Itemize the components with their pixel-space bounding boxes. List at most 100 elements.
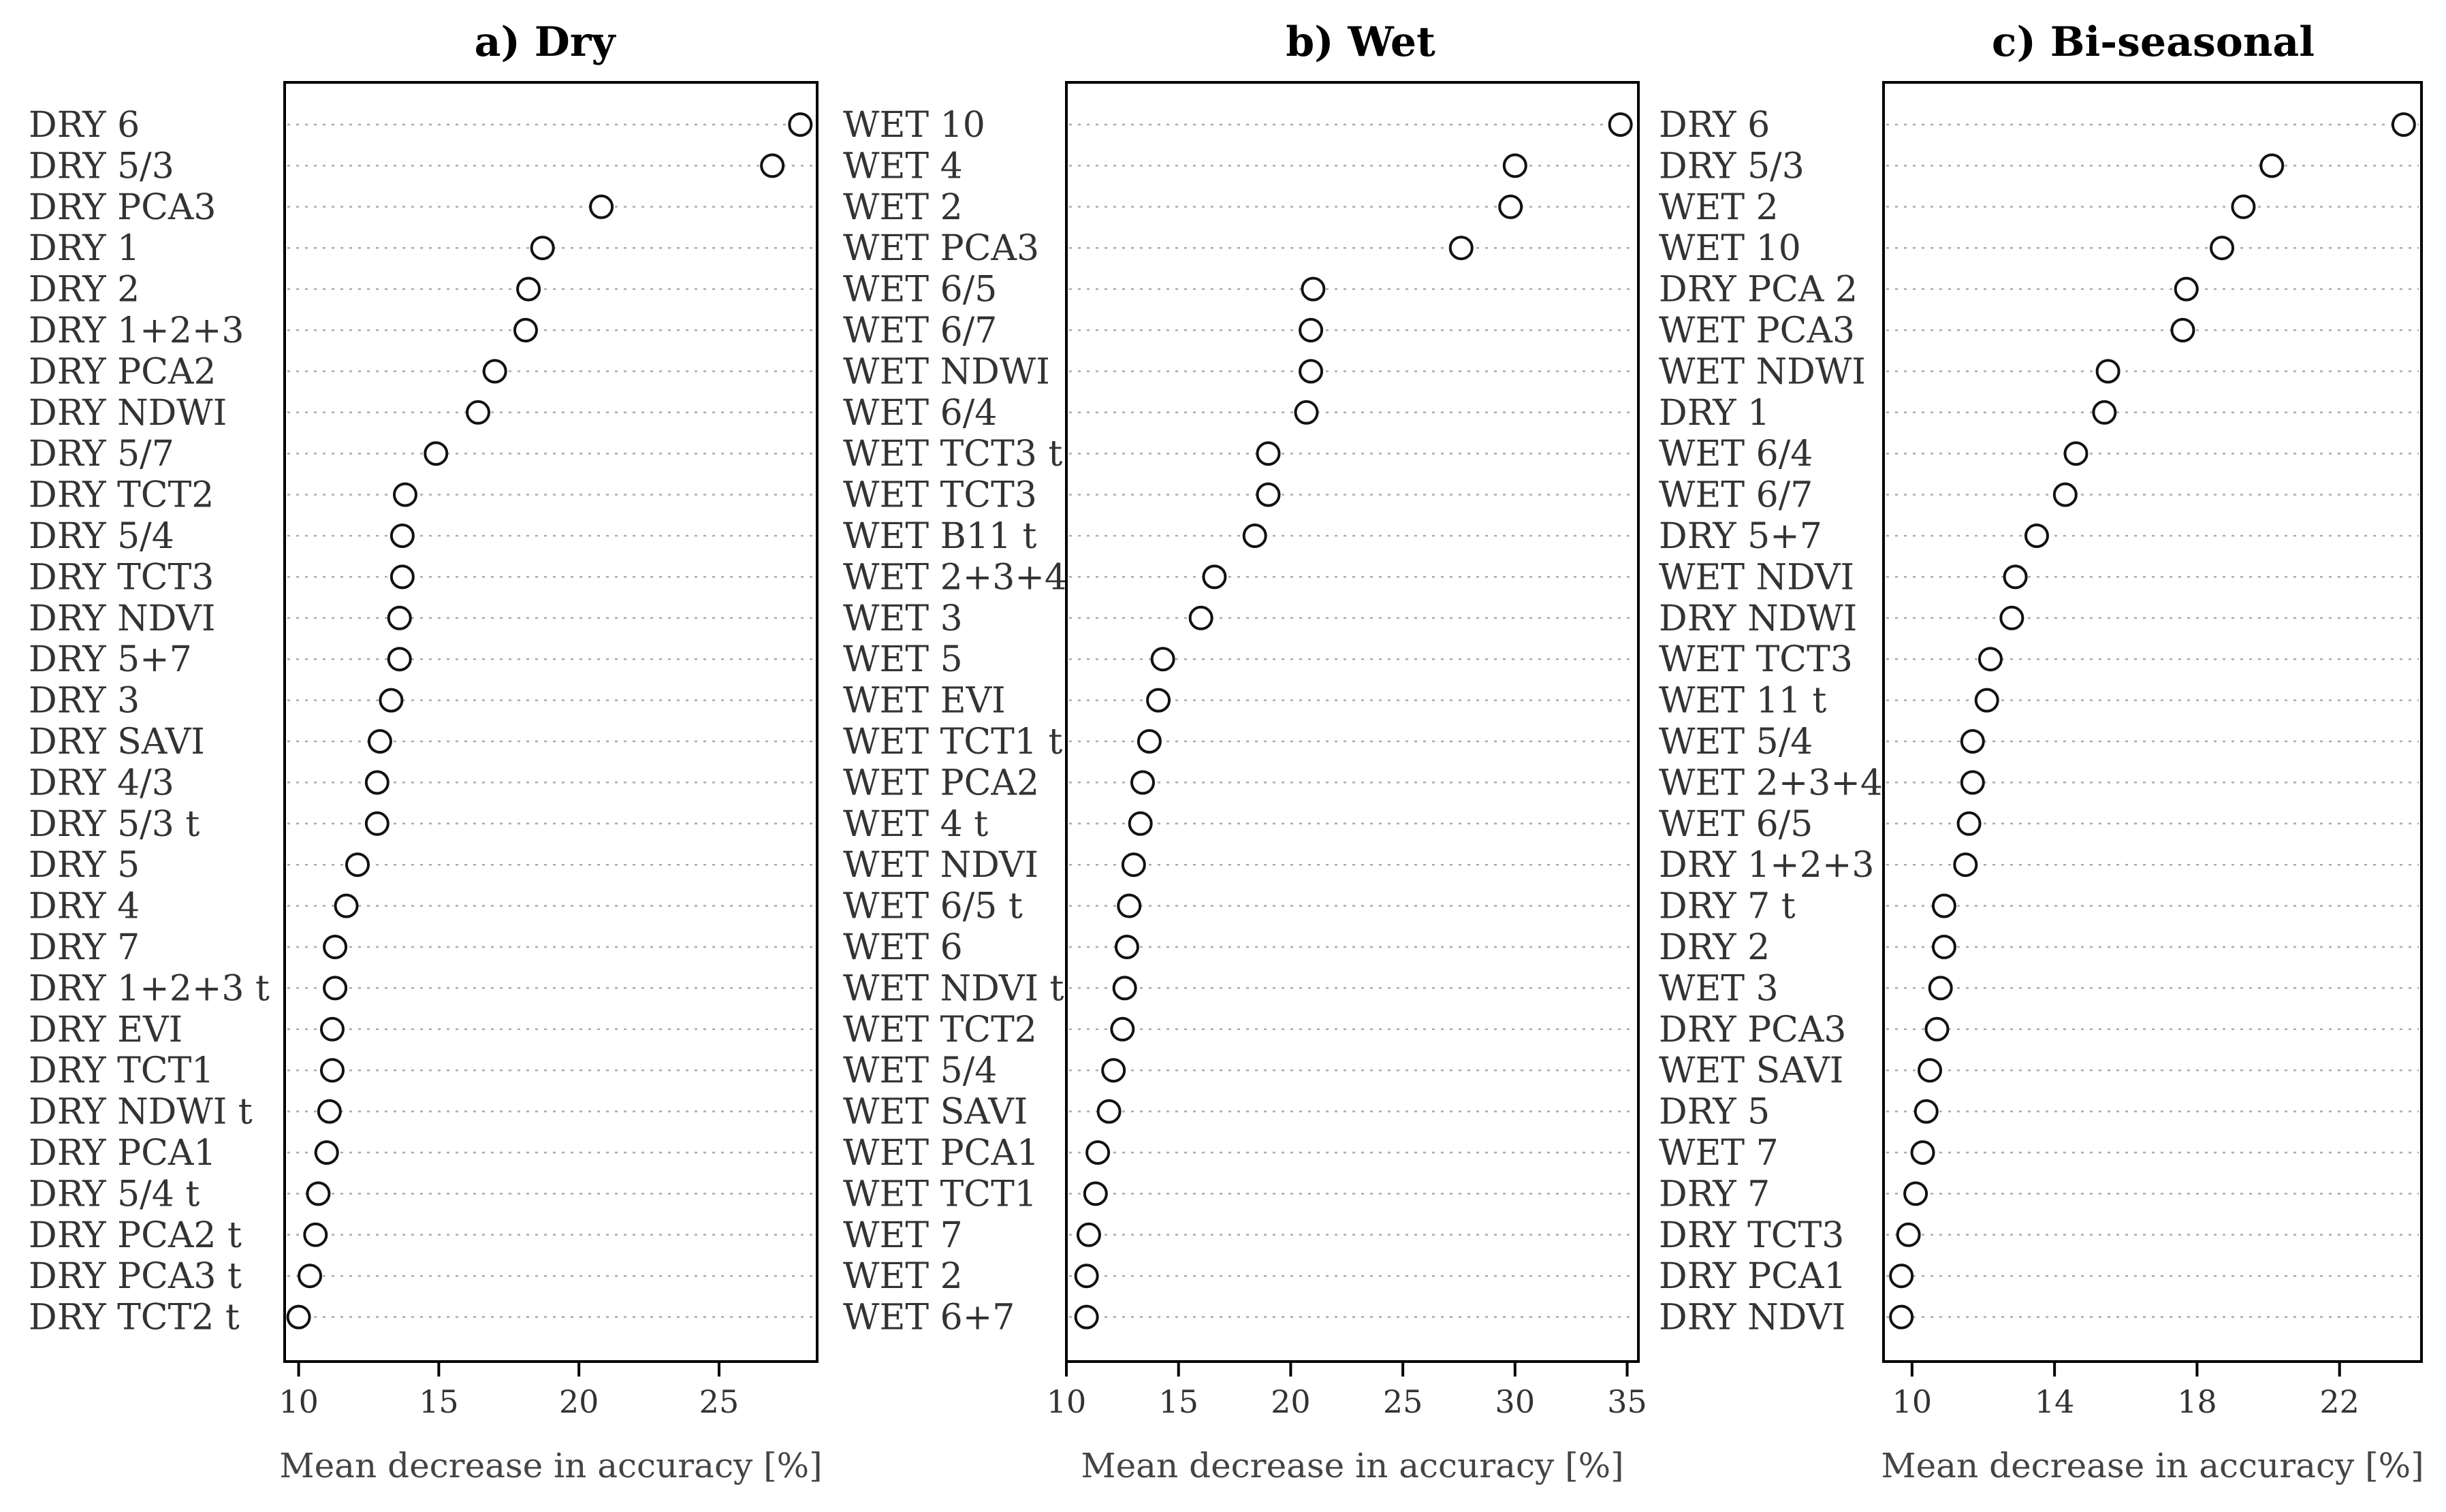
panel-title: c) Bi-seasonal: [1992, 18, 2315, 66]
category-label: DRY PCA3: [1659, 1010, 1847, 1050]
data-point: [1498, 194, 1523, 219]
category-label: DRY 5/3: [29, 146, 174, 187]
data-point: [1256, 441, 1281, 466]
data-point: [1924, 1016, 1950, 1042]
category-label: DRY 5+7: [29, 639, 192, 680]
data-point: [1896, 1222, 1921, 1247]
x-tick-label: 15: [1158, 1383, 1198, 1420]
category-label: WET 5/4: [1659, 722, 1813, 762]
data-point: [364, 811, 390, 836]
data-point: [1999, 605, 2024, 630]
category-label: DRY SAVI: [29, 722, 205, 762]
panel-title: a) Dry: [475, 18, 617, 66]
data-point: [2003, 564, 2028, 590]
category-label: DRY 5: [1659, 1092, 1770, 1133]
category-label: WET 5: [843, 639, 963, 680]
category-label: WET SAVI: [843, 1092, 1028, 1133]
category-label: WET 7: [1659, 1133, 1779, 1174]
x-tick-label: 18: [2177, 1383, 2217, 1420]
data-point: [1128, 811, 1153, 836]
data-point: [1112, 976, 1137, 1001]
category-label: WET 6/4: [1659, 434, 1813, 474]
category-label: DRY 1: [29, 228, 140, 269]
data-point: [1913, 1099, 1939, 1124]
category-label: WET NDVI: [843, 845, 1038, 886]
data-point: [298, 1264, 323, 1289]
plot-frame: [1882, 81, 2423, 1363]
data-point: [516, 276, 541, 302]
data-point: [367, 729, 392, 754]
category-label: WET 6/7: [1659, 475, 1813, 516]
data-point: [1150, 647, 1175, 672]
data-point: [1096, 1099, 1122, 1124]
x-tick-label: 22: [2319, 1383, 2360, 1420]
plot-frame: [283, 81, 819, 1363]
category-label: DRY NDWI t: [29, 1092, 253, 1133]
data-point: [589, 194, 614, 219]
category-label: DRY 3: [29, 681, 140, 722]
category-label: WET B11 t: [843, 516, 1037, 557]
panel-title: b) Wet: [1286, 18, 1435, 66]
category-label: DRY PCA3: [29, 187, 217, 228]
category-label: DRY 5/7: [29, 434, 174, 474]
category-label: WET 2: [843, 1256, 963, 1297]
data-point: [286, 1304, 311, 1330]
category-label: DRY TCT3: [29, 557, 214, 598]
data-point: [364, 770, 390, 795]
data-point: [1242, 524, 1267, 548]
category-label: DRY 5/3 t: [29, 804, 200, 845]
category-label: WET 11 t: [1659, 681, 1826, 722]
data-point: [2210, 236, 2235, 261]
category-label: DRY 4: [29, 886, 140, 927]
x-tick-label: 25: [699, 1383, 740, 1420]
category-label: DRY PCA1: [1659, 1256, 1847, 1297]
category-label: DRY NDVI: [1659, 1298, 1845, 1338]
data-point: [379, 688, 404, 713]
x-tick-label: 14: [2035, 1383, 2075, 1420]
data-point: [1502, 153, 1527, 178]
data-point: [2095, 359, 2121, 384]
x-tick-label: 25: [1383, 1383, 1423, 1420]
category-label: DRY 5+7: [1659, 516, 1822, 557]
data-point: [1299, 318, 1324, 342]
category-label: DRY PCA 2: [1659, 270, 1858, 310]
category-label: DRY TCT3: [1659, 1215, 1844, 1256]
category-label: WET 10: [1659, 228, 1801, 269]
x-tick-label: 20: [1271, 1383, 1311, 1420]
data-point: [2092, 400, 2117, 425]
data-point: [1889, 1264, 1914, 1289]
data-point: [1130, 770, 1155, 795]
data-point: [1953, 852, 1978, 878]
category-label: DRY 6: [1659, 105, 1770, 146]
data-point: [760, 153, 785, 178]
data-point: [1918, 1058, 1943, 1083]
category-label: DRY 7: [29, 927, 140, 968]
data-point: [345, 852, 370, 878]
data-point: [1083, 1181, 1108, 1206]
data-point: [1928, 976, 1953, 1001]
data-point: [1294, 400, 1319, 425]
x-axis-label: Mean decrease in accuracy [%]: [1881, 1446, 2424, 1485]
category-label: WET 6+7: [843, 1298, 1015, 1338]
data-point: [323, 976, 348, 1001]
data-point: [2231, 194, 2256, 219]
category-label: WET 6/5 t: [843, 886, 1023, 927]
category-label: WET 3: [1659, 968, 1779, 1009]
category-label: DRY 7: [1659, 1174, 1770, 1215]
plot-frame: [1065, 81, 1640, 1363]
data-point: [1256, 482, 1281, 507]
category-label: DRY PCA2: [29, 351, 217, 392]
data-point: [1074, 1304, 1099, 1330]
category-label: DRY 1+2+3: [29, 310, 244, 351]
data-point: [530, 236, 555, 261]
data-point: [392, 482, 417, 507]
category-label: WET TCT3: [843, 475, 1037, 516]
x-tick-label: 10: [1892, 1383, 1933, 1420]
data-point: [2174, 276, 2199, 302]
category-label: WET 2+3+4: [843, 557, 1067, 598]
data-point: [788, 112, 813, 137]
x-axis-label: Mean decrease in accuracy [%]: [279, 1446, 822, 1485]
data-point: [390, 564, 415, 590]
category-label: DRY NDVI: [29, 598, 215, 639]
